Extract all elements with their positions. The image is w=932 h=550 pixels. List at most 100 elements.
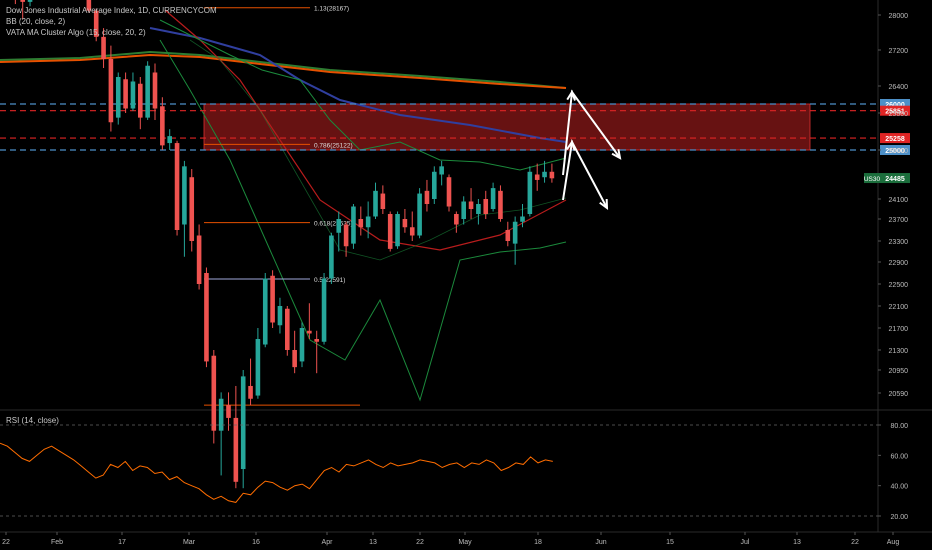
- time-tick-label: Apr: [322, 539, 334, 546]
- rsi-tick-label: 40.00: [890, 484, 908, 491]
- candle-body: [86, 0, 92, 11]
- rsi-tick-label: 60.00: [890, 453, 908, 460]
- time-tick-label: May: [458, 539, 472, 546]
- candle-body: [27, 0, 33, 2]
- projection-arrows: [562, 89, 622, 211]
- candle-body: [182, 166, 187, 225]
- price-label-text: 25258: [885, 136, 905, 143]
- candle-body: [498, 190, 503, 219]
- candle-body: [233, 417, 239, 482]
- price-tick-label: 23300: [889, 239, 909, 246]
- fib-label: 0.5(22591): [314, 277, 345, 284]
- fib-label: 0.786(25122): [314, 142, 353, 149]
- candle-body: [248, 385, 253, 399]
- candle-body: [152, 72, 158, 109]
- time-tick-label: Jul: [741, 539, 750, 546]
- price-tick-label: 22900: [889, 260, 909, 267]
- rsi-tick-label: 80.00: [890, 423, 908, 430]
- time-tick-label: Feb: [51, 539, 63, 546]
- candle-body: [160, 106, 165, 146]
- price-tick-label: 23700: [889, 217, 909, 224]
- candle-body: [138, 83, 143, 118]
- candle-body: [115, 77, 121, 118]
- time-tick-label: Mar: [183, 539, 196, 546]
- candle-body: [505, 230, 511, 241]
- candle-body: [329, 235, 334, 279]
- rsi-pane: 80.00 60.00 40.00 20.00: [0, 423, 908, 521]
- candle-body: [483, 199, 489, 214]
- candle-body: [343, 224, 349, 247]
- candle-body: [476, 204, 481, 214]
- ma-red: [164, 9, 567, 251]
- bb-lower: [159, 39, 567, 402]
- vata-indicator-label: VATA MA Cluster Algo (15, close, 20, 2): [6, 28, 146, 37]
- price-tick-label: 24100: [889, 197, 909, 204]
- candle-body: [454, 214, 459, 225]
- price-tick-label: 20950: [889, 368, 909, 375]
- fib-label: 0.618(23635): [314, 221, 353, 228]
- time-tick-label: 22: [851, 539, 859, 546]
- candle-body: [101, 36, 106, 59]
- candle-body: [387, 214, 393, 249]
- candle-body: [20, 0, 25, 2]
- price-tick-label: 22500: [889, 282, 909, 289]
- fib-label: 1.13(28167): [314, 6, 349, 13]
- price-tick-label: 25000: [889, 148, 909, 155]
- candle-body: [174, 143, 180, 230]
- time-tick-label: 15: [666, 539, 674, 546]
- candle-body: [358, 219, 364, 228]
- candle-body: [351, 206, 356, 244]
- candle-body: [512, 221, 518, 244]
- ma-orange: [0, 53, 567, 89]
- price-tick-label: 28000: [889, 13, 909, 20]
- candle-body: [285, 308, 290, 350]
- resistance-zone: [203, 103, 811, 151]
- candle-body: [365, 216, 371, 228]
- candle-body: [336, 219, 342, 233]
- price-label-box: [880, 99, 910, 109]
- candle-body: [211, 355, 217, 431]
- candle-body: [424, 190, 430, 204]
- price-label-text: 24485: [885, 176, 905, 183]
- candle-body: [461, 201, 466, 219]
- bollinger-bands: [159, 19, 567, 402]
- candle-body: [542, 171, 547, 178]
- arrow-upper-head2: [566, 89, 576, 101]
- candle-body: [534, 174, 540, 180]
- candle-body: [262, 278, 268, 345]
- candle-body: [468, 201, 474, 209]
- time-tick-label: Jun: [595, 539, 606, 546]
- bb-indicator-label: BB (20, close, 2): [6, 17, 66, 26]
- price-tick-label: 26400: [889, 84, 909, 91]
- candle-body: [218, 398, 224, 431]
- candle-body: [314, 339, 319, 342]
- bb-upper: [159, 19, 567, 171]
- rsi-label: RSI (14, close): [6, 416, 59, 425]
- time-tick-label: 17: [118, 539, 126, 546]
- price-label-text: 25851: [885, 109, 905, 116]
- symbol-label-box: [864, 173, 880, 184]
- fib-levels: 1.13(28167) 0.786(25122) 0.618(23635) 0.5(2…: [204, 6, 360, 406]
- time-tick-label: 13: [793, 539, 801, 546]
- candle-body: [270, 275, 275, 323]
- candle-body: [321, 278, 327, 342]
- price-label-box: [880, 145, 910, 155]
- candle-body: [93, 10, 99, 37]
- candle-body: [108, 59, 114, 123]
- candle-body: [520, 216, 525, 222]
- price-label-text: 25000: [885, 148, 905, 155]
- candle-body: [490, 188, 496, 209]
- candles: [14, 0, 555, 489]
- price-label-box: [880, 173, 910, 184]
- candle-body: [204, 273, 209, 362]
- arrow-lower: [562, 138, 608, 209]
- symbol-label-text: US30: [864, 176, 881, 183]
- candle-body: [439, 166, 444, 175]
- arrow-upper-head: [611, 148, 622, 160]
- resistance-zone-box: [203, 103, 811, 151]
- candle-body: [446, 177, 452, 207]
- candle-body: [255, 339, 261, 396]
- price-tick-label: 22100: [889, 304, 909, 311]
